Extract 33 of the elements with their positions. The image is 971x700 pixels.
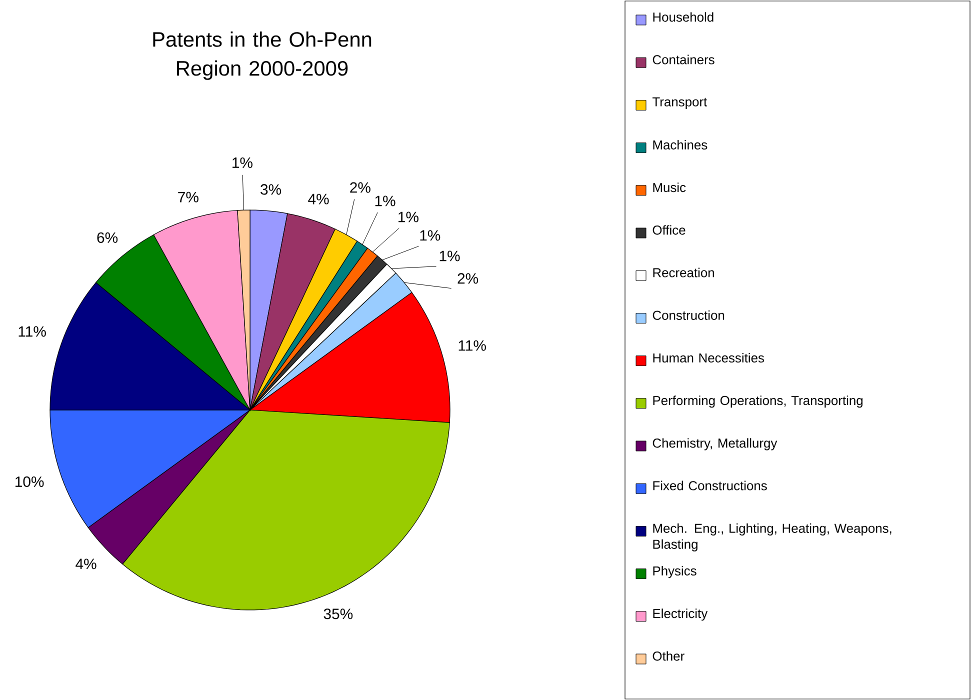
legend-label: Electricity xyxy=(653,608,708,621)
legend-label: Recreation xyxy=(653,268,714,278)
legend-label: Household xyxy=(653,12,714,22)
data-label: 6% xyxy=(97,232,118,243)
data-label: 4% xyxy=(308,194,329,204)
legend-label: Containers xyxy=(652,54,714,64)
data-label: 1% xyxy=(398,212,418,222)
legend-label: Performing Operations, Transporting xyxy=(653,396,863,408)
legend-label: Office xyxy=(652,225,686,235)
data-label: 4% xyxy=(76,558,96,570)
data-label: 11% xyxy=(18,326,46,337)
data-label: 1% xyxy=(420,230,440,241)
legend-label: Human Necessities xyxy=(653,352,764,363)
data-label: 35% xyxy=(324,608,353,620)
legend-label: Machines xyxy=(653,140,708,150)
data-label: 7% xyxy=(178,192,198,202)
data-label: 1% xyxy=(375,196,396,206)
data-label: 3% xyxy=(260,184,282,195)
legend-label: Transport xyxy=(652,97,708,109)
data-label: 10% xyxy=(16,476,44,487)
legend-label: Mech. Eng., Lighting, Heating, Weapons, Blasting xyxy=(653,523,892,552)
data-label: 11% xyxy=(458,340,486,351)
legend-label: Chemistry, Metallurgy xyxy=(652,438,778,450)
data-label: 2% xyxy=(458,273,478,284)
data-label: 1% xyxy=(440,250,460,262)
data-label: 2% xyxy=(350,182,370,193)
legend-label: Music xyxy=(653,182,686,192)
text: Patents in the Oh-Penn Region 2000-2009 xyxy=(153,32,372,80)
data-label: 1% xyxy=(232,157,252,168)
legend-label: Construction xyxy=(652,310,724,320)
legend-label: Physics xyxy=(653,566,696,578)
legend-label: Other xyxy=(652,651,684,661)
legend-label: Fixed Constructions xyxy=(653,480,767,490)
